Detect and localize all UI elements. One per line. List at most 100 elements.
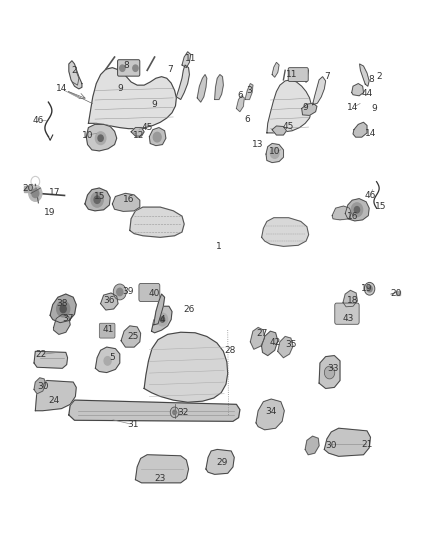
Text: 34: 34 bbox=[265, 407, 277, 416]
Polygon shape bbox=[177, 65, 189, 100]
Text: 13: 13 bbox=[251, 140, 263, 149]
Polygon shape bbox=[332, 206, 351, 220]
Text: 30: 30 bbox=[325, 441, 337, 450]
Text: 25: 25 bbox=[127, 332, 138, 341]
Polygon shape bbox=[345, 199, 369, 221]
Circle shape bbox=[104, 357, 111, 365]
Text: 32: 32 bbox=[178, 408, 189, 417]
Text: 24: 24 bbox=[48, 395, 59, 405]
Polygon shape bbox=[85, 188, 110, 211]
Text: 11: 11 bbox=[185, 54, 197, 63]
Polygon shape bbox=[131, 127, 144, 136]
Polygon shape bbox=[95, 347, 120, 373]
Text: 16: 16 bbox=[123, 195, 134, 204]
Polygon shape bbox=[302, 103, 317, 115]
Text: 2: 2 bbox=[72, 66, 78, 75]
Polygon shape bbox=[144, 332, 228, 402]
Polygon shape bbox=[154, 294, 165, 325]
Text: 42: 42 bbox=[270, 338, 281, 348]
Text: 10: 10 bbox=[269, 148, 280, 157]
Text: 7: 7 bbox=[324, 72, 330, 81]
Polygon shape bbox=[53, 314, 70, 334]
Text: 46: 46 bbox=[33, 116, 44, 125]
Text: 36: 36 bbox=[103, 296, 115, 305]
Circle shape bbox=[170, 407, 179, 418]
Text: 45: 45 bbox=[141, 123, 153, 132]
Polygon shape bbox=[267, 80, 311, 133]
Circle shape bbox=[354, 207, 360, 213]
Text: 1: 1 bbox=[216, 242, 222, 251]
Polygon shape bbox=[88, 68, 177, 128]
Circle shape bbox=[113, 284, 126, 300]
Text: 38: 38 bbox=[57, 299, 68, 308]
Text: 15: 15 bbox=[94, 192, 105, 201]
Text: 15: 15 bbox=[375, 201, 387, 211]
Text: 12: 12 bbox=[133, 131, 144, 140]
Text: 27: 27 bbox=[257, 329, 268, 338]
Circle shape bbox=[32, 189, 39, 198]
Text: 18: 18 bbox=[347, 296, 359, 305]
Circle shape bbox=[153, 132, 161, 142]
Polygon shape bbox=[305, 436, 319, 455]
Polygon shape bbox=[353, 122, 367, 137]
Text: 9: 9 bbox=[117, 84, 123, 93]
Circle shape bbox=[133, 65, 138, 71]
Circle shape bbox=[60, 305, 66, 313]
Text: 40: 40 bbox=[149, 288, 160, 297]
Text: 30: 30 bbox=[37, 382, 49, 391]
Polygon shape bbox=[121, 326, 141, 347]
Polygon shape bbox=[113, 193, 140, 212]
Polygon shape bbox=[313, 77, 325, 105]
Circle shape bbox=[117, 288, 123, 296]
Text: 5: 5 bbox=[110, 353, 115, 362]
Polygon shape bbox=[50, 294, 76, 322]
Polygon shape bbox=[135, 455, 188, 483]
Text: 20: 20 bbox=[23, 183, 34, 192]
Text: 9: 9 bbox=[152, 100, 158, 109]
Text: 29: 29 bbox=[216, 458, 227, 467]
Polygon shape bbox=[182, 52, 191, 68]
Text: 2: 2 bbox=[376, 72, 382, 81]
Text: 46: 46 bbox=[365, 191, 376, 200]
Text: 6: 6 bbox=[237, 91, 243, 100]
Polygon shape bbox=[319, 356, 340, 389]
Circle shape bbox=[173, 410, 177, 415]
Text: 10: 10 bbox=[82, 131, 93, 140]
Polygon shape bbox=[152, 306, 172, 333]
Circle shape bbox=[95, 132, 106, 144]
Circle shape bbox=[94, 196, 100, 204]
Polygon shape bbox=[34, 351, 67, 368]
Polygon shape bbox=[86, 124, 117, 151]
Polygon shape bbox=[251, 327, 265, 349]
FancyBboxPatch shape bbox=[335, 303, 359, 324]
Text: 19: 19 bbox=[361, 284, 373, 293]
Text: 16: 16 bbox=[347, 212, 359, 221]
Text: 7: 7 bbox=[167, 64, 173, 74]
Text: 8: 8 bbox=[368, 75, 374, 84]
Polygon shape bbox=[360, 64, 369, 86]
Text: 9: 9 bbox=[371, 104, 377, 113]
Text: 8: 8 bbox=[124, 61, 130, 69]
Polygon shape bbox=[237, 96, 244, 112]
Circle shape bbox=[98, 135, 103, 141]
Text: 17: 17 bbox=[49, 188, 60, 197]
Polygon shape bbox=[69, 61, 82, 89]
Text: 33: 33 bbox=[327, 364, 339, 373]
Polygon shape bbox=[245, 84, 253, 100]
Polygon shape bbox=[352, 84, 364, 96]
Circle shape bbox=[364, 282, 375, 295]
Polygon shape bbox=[272, 126, 286, 135]
Text: 19: 19 bbox=[43, 208, 55, 217]
Text: 6: 6 bbox=[245, 115, 251, 124]
FancyBboxPatch shape bbox=[117, 60, 140, 76]
FancyBboxPatch shape bbox=[99, 323, 115, 338]
Circle shape bbox=[91, 192, 103, 207]
Circle shape bbox=[324, 366, 335, 379]
Text: 39: 39 bbox=[122, 287, 133, 296]
Circle shape bbox=[57, 301, 70, 317]
Text: 31: 31 bbox=[127, 420, 138, 429]
Text: 41: 41 bbox=[103, 325, 114, 334]
Polygon shape bbox=[272, 62, 279, 77]
Text: 28: 28 bbox=[225, 346, 236, 355]
Text: 23: 23 bbox=[155, 474, 166, 483]
